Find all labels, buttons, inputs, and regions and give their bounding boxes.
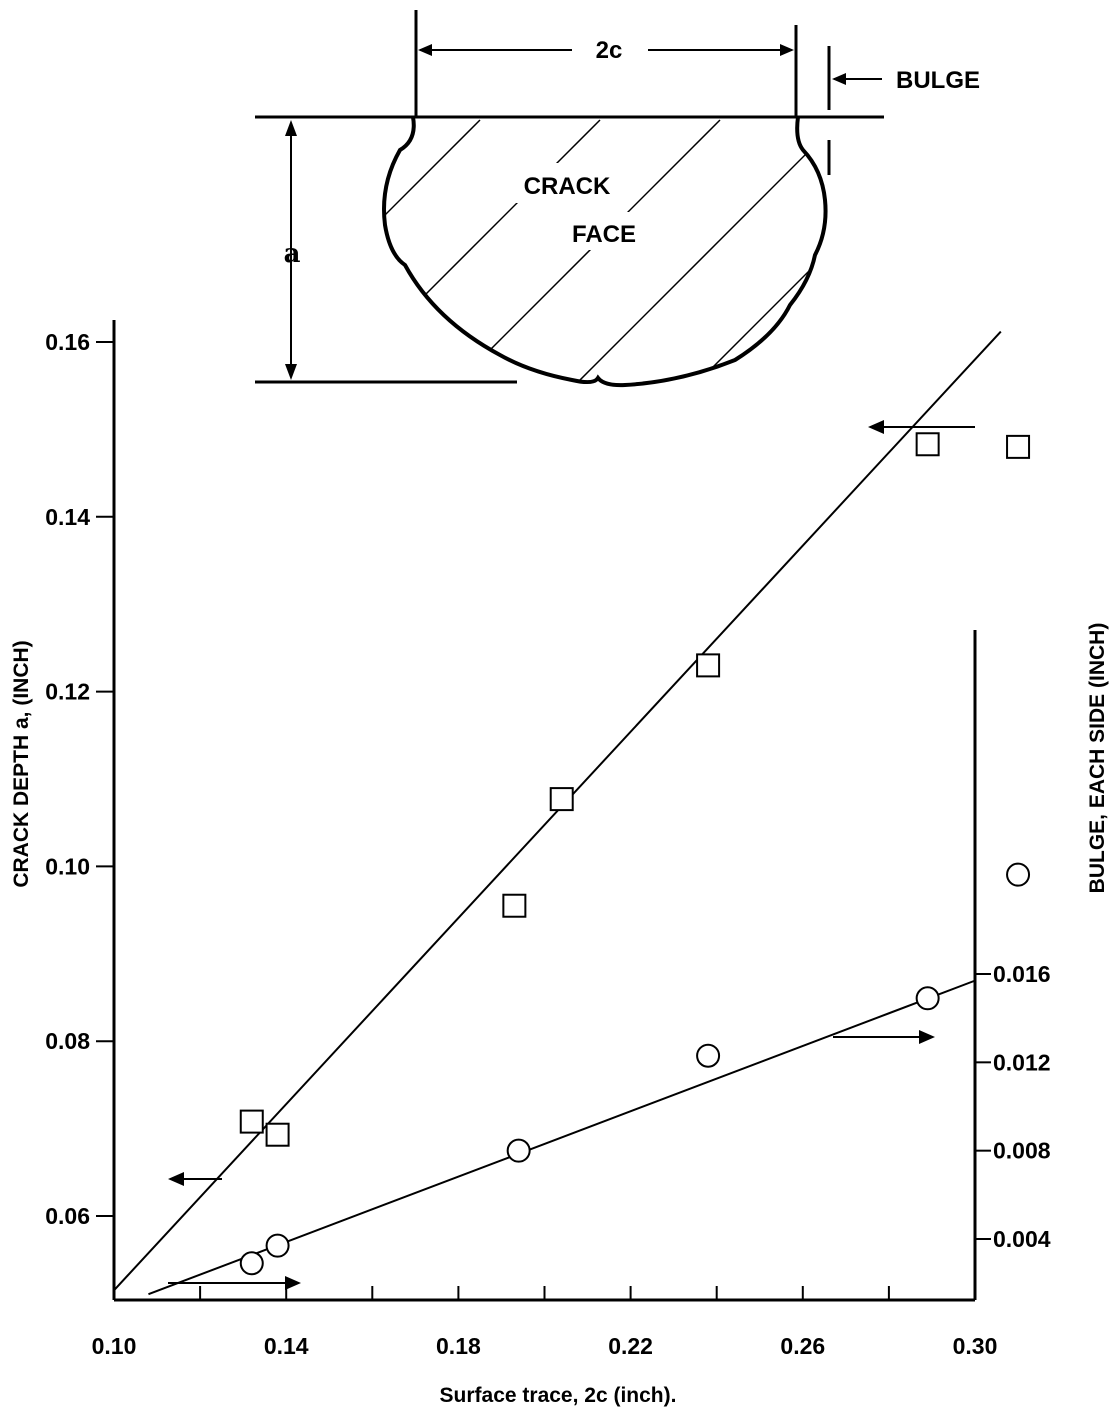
crack-depth-square-point — [502, 893, 527, 918]
width-label: 2c — [596, 37, 623, 64]
depth-label: a — [284, 239, 301, 269]
axis-indicator-arrows — [168, 420, 975, 1290]
bulge-circle-point — [696, 1043, 721, 1068]
y-left-tick-label: 0.16 — [45, 329, 90, 355]
crack-depth-square-point — [1006, 434, 1031, 459]
y-right-tick-label: 0.012 — [993, 1049, 1051, 1075]
crack-depth-square-point — [549, 787, 574, 812]
bulge-circle-point — [506, 1138, 531, 1163]
crack-face-outline — [382, 116, 828, 388]
crack-depth-square-point — [915, 432, 940, 457]
width-arrowhead-left — [418, 44, 432, 56]
face-label: FACE — [572, 221, 636, 248]
x-tick-label: 0.30 — [953, 1333, 998, 1359]
crack-hatching — [384, 119, 826, 386]
bulge-circle-point — [915, 986, 940, 1011]
x-tick-label: 0.14 — [264, 1333, 309, 1359]
bulge-circle-point — [239, 1251, 264, 1276]
crack-depth-square-point — [239, 1109, 264, 1134]
crack-depth-square-point — [265, 1122, 290, 1147]
y-left-tick-label: 0.12 — [45, 679, 90, 705]
y-right-tick-label: 0.004 — [993, 1226, 1051, 1252]
bulge-label: BULGE — [896, 67, 980, 94]
chart-axes: 0.10 0.14 0.18 0.22 0.26 0.30 0.06 0.08 0.10 0.1… — [10, 320, 1109, 1407]
square-series-left-arrow-top — [868, 420, 975, 434]
left-y-axis-title: CRACK DEPTH a, (INCH) — [10, 640, 33, 887]
crack-depth-square-point — [696, 653, 721, 678]
x-tick-label: 0.10 — [92, 1333, 137, 1359]
bulge-circle-point — [1006, 862, 1031, 887]
crack-diagram: 2c BULGE a CRACK FACE — [255, 10, 980, 388]
width-arrowhead-right — [780, 44, 794, 56]
y-right-tick-label: 0.008 — [993, 1138, 1051, 1164]
x-axis-title: Surface trace, 2c (inch). — [440, 1384, 677, 1407]
y-left-tick-label: 0.14 — [45, 504, 90, 530]
bulge-arrowhead — [832, 73, 846, 85]
depth-arrowhead-top — [285, 120, 297, 136]
crack-label: CRACK — [524, 173, 611, 200]
y-left-tick-label: 0.10 — [45, 853, 90, 879]
depth-arrowhead-bottom — [285, 364, 297, 380]
x-tick-label: 0.26 — [780, 1333, 825, 1359]
circle-series-right-arrow-top — [833, 1030, 935, 1044]
circle-series-right-arrow-bottom — [168, 1276, 301, 1290]
square-series-left-arrow-bottom — [168, 1172, 222, 1186]
y-left-tick-label: 0.06 — [45, 1203, 90, 1229]
y-right-tick-label: 0.016 — [993, 961, 1051, 987]
x-tick-label: 0.18 — [436, 1333, 481, 1359]
right-y-axis-title: BULGE, EACH SIDE (INCH) — [1086, 623, 1109, 894]
bulge-circle-point — [265, 1233, 290, 1258]
y-left-tick-label: 0.08 — [45, 1028, 90, 1054]
x-tick-label: 0.22 — [608, 1333, 653, 1359]
